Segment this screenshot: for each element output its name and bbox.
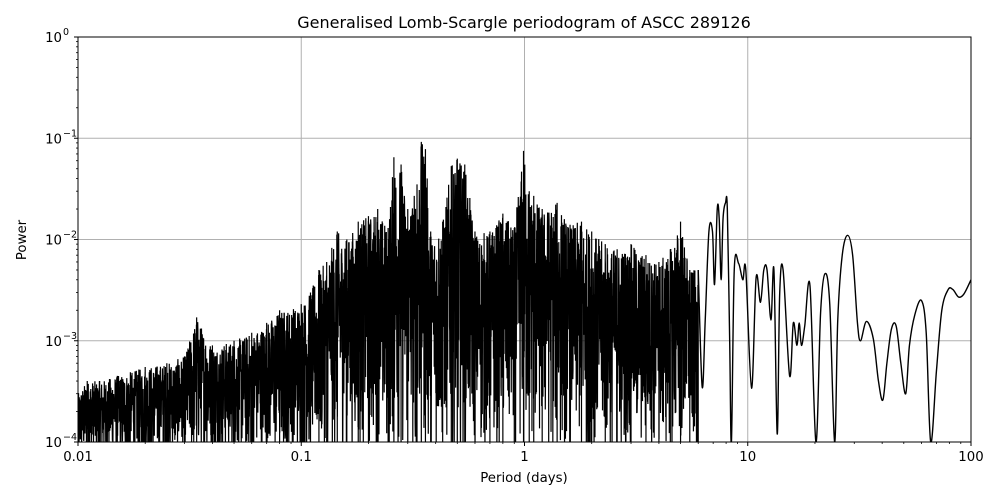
x-tick-label: 10 [739, 450, 756, 465]
chart-title: Generalised Lomb-Scargle periodogram of … [297, 13, 751, 32]
y-tick-exponent: −4 [63, 432, 77, 443]
x-tick-label: 1 [520, 450, 528, 465]
x-tick-label: 0.1 [291, 450, 312, 465]
x-axis-label: Period (days) [480, 471, 567, 486]
y-tick-exponent: 0 [63, 27, 69, 38]
y-tick-exponent: −3 [63, 331, 77, 342]
y-tick-exponent: −1 [63, 128, 77, 139]
y-tick-label: 10 [45, 335, 62, 350]
y-tick-label: 10 [45, 132, 62, 147]
periodogram-line-smooth [697, 195, 971, 442]
x-tick-label: 0.01 [63, 450, 93, 465]
y-tick-exponent: −2 [63, 230, 77, 241]
x-axis-ticks: 0.01 0.1 1 10 100 [63, 442, 984, 465]
periodogram-line-noisy [78, 141, 699, 442]
y-axis-label: Power [15, 219, 30, 260]
y-tick-label: 10 [45, 31, 62, 46]
plot-area [78, 141, 971, 442]
y-tick-label: 10 [45, 436, 62, 451]
y-tick-label: 10 [45, 234, 62, 249]
x-tick-label: 100 [958, 450, 983, 465]
